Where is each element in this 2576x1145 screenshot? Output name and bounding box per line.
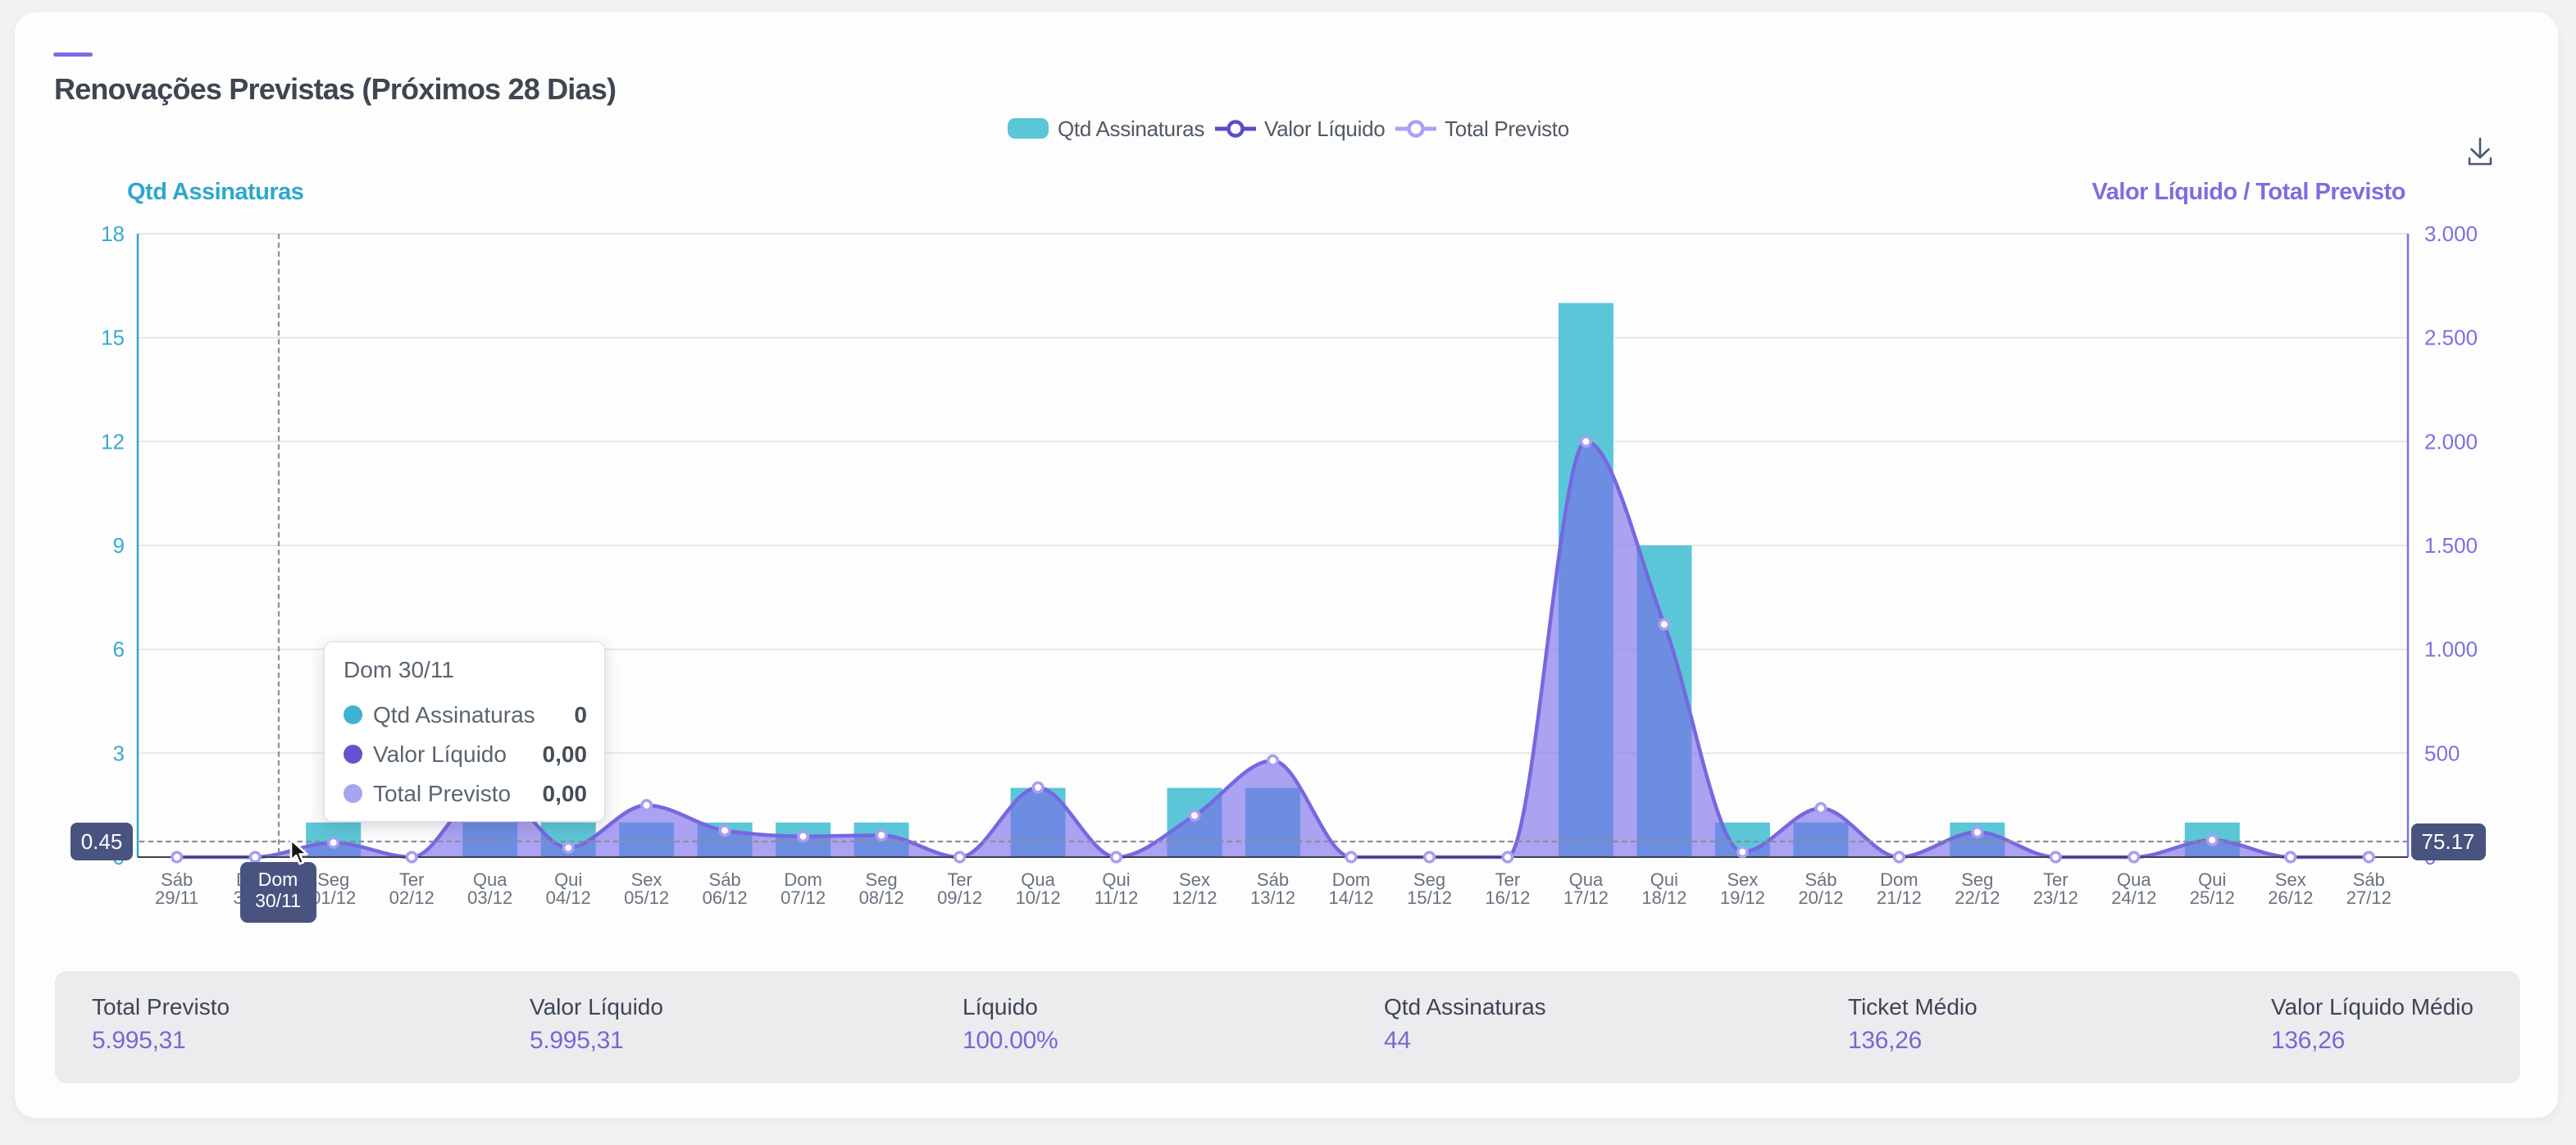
svg-text:12: 12 bbox=[101, 429, 125, 454]
svg-text:2.000: 2.000 bbox=[2424, 429, 2478, 454]
svg-text:11/12: 11/12 bbox=[1095, 887, 1138, 908]
svg-text:Sáb: Sáb bbox=[2353, 869, 2385, 890]
svg-text:Ter: Ter bbox=[947, 869, 972, 890]
svg-text:Valor Líquido / Total Previsto: Valor Líquido / Total Previsto bbox=[2092, 179, 2405, 205]
svg-text:500: 500 bbox=[2424, 741, 2460, 765]
svg-text:27/12: 27/12 bbox=[2346, 887, 2392, 908]
svg-text:2.500: 2.500 bbox=[2424, 326, 2478, 350]
svg-text:Qtd Assinaturas: Qtd Assinaturas bbox=[127, 179, 303, 205]
svg-text:04/12: 04/12 bbox=[546, 887, 591, 908]
svg-text:18/12: 18/12 bbox=[1641, 887, 1686, 908]
svg-text:12/12: 12/12 bbox=[1172, 887, 1217, 908]
svg-text:18: 18 bbox=[101, 221, 125, 246]
svg-text:13/12: 13/12 bbox=[1250, 887, 1295, 908]
svg-text:3.000: 3.000 bbox=[2424, 221, 2478, 246]
svg-text:19/12: 19/12 bbox=[1720, 887, 1765, 908]
svg-text:30/11: 30/11 bbox=[255, 890, 301, 911]
svg-text:Ter: Ter bbox=[2043, 869, 2069, 890]
svg-text:06/12: 06/12 bbox=[703, 887, 748, 908]
svg-text:16/12: 16/12 bbox=[1485, 887, 1530, 908]
svg-text:22/12: 22/12 bbox=[1955, 887, 2000, 908]
svg-text:03/12: 03/12 bbox=[467, 887, 512, 908]
svg-text:01/12: 01/12 bbox=[311, 887, 356, 908]
svg-text:14/12: 14/12 bbox=[1328, 887, 1373, 908]
svg-text:Seg: Seg bbox=[317, 869, 349, 890]
svg-text:Seg: Seg bbox=[866, 869, 898, 890]
svg-text:Qui: Qui bbox=[2198, 869, 2226, 890]
svg-text:Qua: Qua bbox=[473, 869, 507, 890]
svg-text:09/12: 09/12 bbox=[937, 887, 982, 908]
svg-text:0.45: 0.45 bbox=[81, 829, 123, 854]
svg-text:Sex: Sex bbox=[1727, 869, 1758, 890]
svg-text:24/12: 24/12 bbox=[2111, 887, 2156, 908]
svg-text:Ter: Ter bbox=[1495, 869, 1521, 890]
svg-text:Sáb: Sáb bbox=[709, 869, 741, 890]
svg-text:Dom: Dom bbox=[784, 869, 821, 890]
svg-text:23/12: 23/12 bbox=[2033, 887, 2078, 908]
svg-text:Dom: Dom bbox=[1880, 869, 1918, 890]
svg-text:29/11: 29/11 bbox=[155, 887, 198, 908]
svg-text:9: 9 bbox=[113, 533, 125, 558]
svg-text:1.000: 1.000 bbox=[2424, 637, 2478, 662]
svg-text:Sex: Sex bbox=[2275, 869, 2306, 890]
svg-text:Qui: Qui bbox=[1102, 869, 1130, 890]
svg-text:Dom: Dom bbox=[258, 869, 298, 890]
svg-text:15: 15 bbox=[101, 326, 125, 350]
svg-text:1.500: 1.500 bbox=[2424, 533, 2478, 558]
svg-text:6: 6 bbox=[113, 637, 125, 662]
svg-text:Sáb: Sáb bbox=[1805, 869, 1836, 890]
svg-text:75.17: 75.17 bbox=[2421, 829, 2474, 854]
svg-text:08/12: 08/12 bbox=[859, 887, 904, 908]
svg-text:Qua: Qua bbox=[1569, 869, 1604, 890]
svg-text:10/12: 10/12 bbox=[1016, 887, 1061, 908]
svg-text:17/12: 17/12 bbox=[1563, 887, 1609, 908]
svg-text:05/12: 05/12 bbox=[624, 887, 669, 908]
svg-text:Qua: Qua bbox=[1021, 869, 1055, 890]
svg-text:3: 3 bbox=[113, 741, 125, 765]
svg-text:Sex: Sex bbox=[631, 869, 662, 890]
svg-text:Ter: Ter bbox=[399, 869, 425, 890]
svg-text:Sáb: Sáb bbox=[1257, 869, 1289, 890]
svg-text:26/12: 26/12 bbox=[2268, 887, 2313, 908]
svg-text:20/12: 20/12 bbox=[1798, 887, 1843, 908]
svg-text:Seg: Seg bbox=[1413, 869, 1445, 890]
svg-text:Qui: Qui bbox=[554, 869, 582, 890]
svg-text:02/12: 02/12 bbox=[389, 887, 435, 908]
svg-text:Dom: Dom bbox=[1332, 869, 1370, 890]
svg-text:15/12: 15/12 bbox=[1407, 887, 1452, 908]
svg-text:Qua: Qua bbox=[2117, 869, 2151, 890]
svg-text:Seg: Seg bbox=[1961, 869, 1993, 890]
svg-text:21/12: 21/12 bbox=[1877, 887, 1922, 908]
svg-text:Qui: Qui bbox=[1650, 869, 1678, 890]
svg-text:07/12: 07/12 bbox=[781, 887, 826, 908]
svg-text:25/12: 25/12 bbox=[2190, 887, 2235, 908]
svg-text:Sex: Sex bbox=[1179, 869, 1210, 890]
svg-text:Sáb: Sáb bbox=[161, 869, 193, 890]
